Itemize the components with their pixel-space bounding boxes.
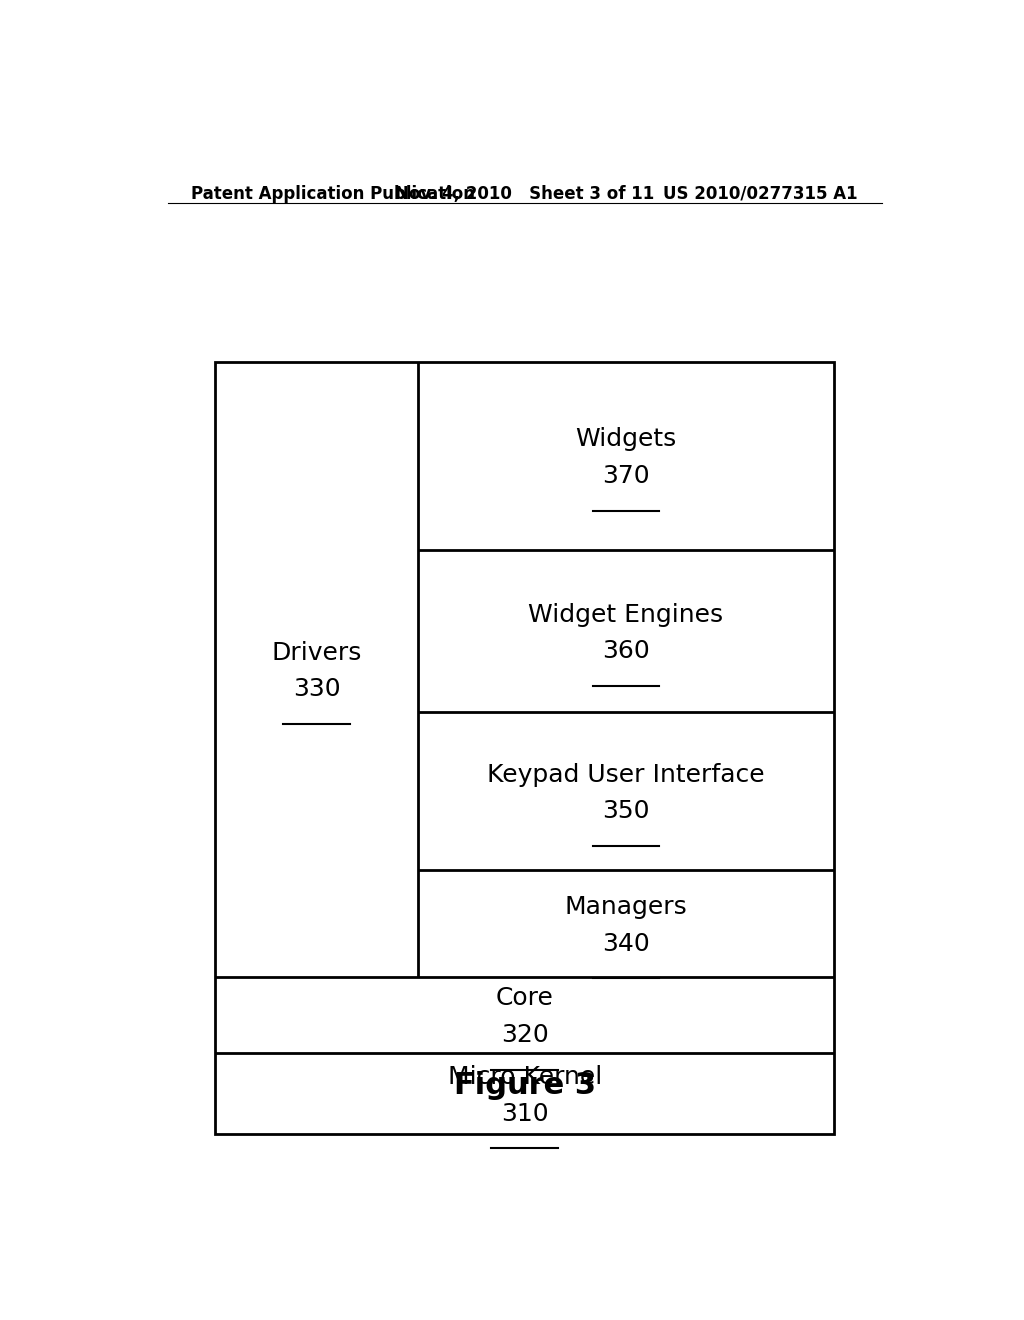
Text: Figure 3: Figure 3 <box>454 1071 596 1100</box>
Text: Micro Kernel: Micro Kernel <box>447 1065 602 1089</box>
Text: Patent Application Publication: Patent Application Publication <box>191 185 475 203</box>
Text: Widgets: Widgets <box>575 428 677 451</box>
Text: Managers: Managers <box>564 895 687 919</box>
Text: 350: 350 <box>602 800 650 824</box>
Text: 370: 370 <box>602 465 650 488</box>
Text: Widget Engines: Widget Engines <box>528 603 724 627</box>
Text: US 2010/0277315 A1: US 2010/0277315 A1 <box>664 185 858 203</box>
Text: Drivers: Drivers <box>271 642 361 665</box>
Text: 330: 330 <box>293 677 340 701</box>
Bar <box>215 362 835 1134</box>
Text: 340: 340 <box>602 932 650 956</box>
Text: Core: Core <box>496 986 554 1010</box>
Text: Nov. 4, 2010   Sheet 3 of 11: Nov. 4, 2010 Sheet 3 of 11 <box>395 185 654 203</box>
Text: 310: 310 <box>501 1102 549 1126</box>
Text: 320: 320 <box>501 1023 549 1047</box>
Text: Keypad User Interface: Keypad User Interface <box>487 763 765 787</box>
Text: 360: 360 <box>602 639 650 664</box>
